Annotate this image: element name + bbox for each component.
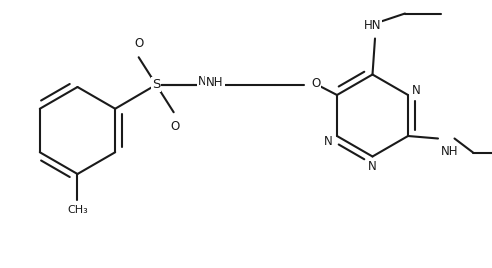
Text: NH: NH [440,144,458,158]
Text: H: H [206,75,215,88]
Text: CH₃: CH₃ [67,205,88,215]
Text: HN: HN [364,19,381,32]
Text: N: N [324,135,333,147]
Text: O: O [170,120,179,133]
Text: O: O [134,37,143,50]
Text: O: O [311,77,320,90]
Text: NH: NH [206,76,224,89]
Text: S: S [152,78,160,91]
Text: N: N [198,75,207,88]
Text: N: N [412,84,421,96]
Text: N: N [368,160,377,173]
